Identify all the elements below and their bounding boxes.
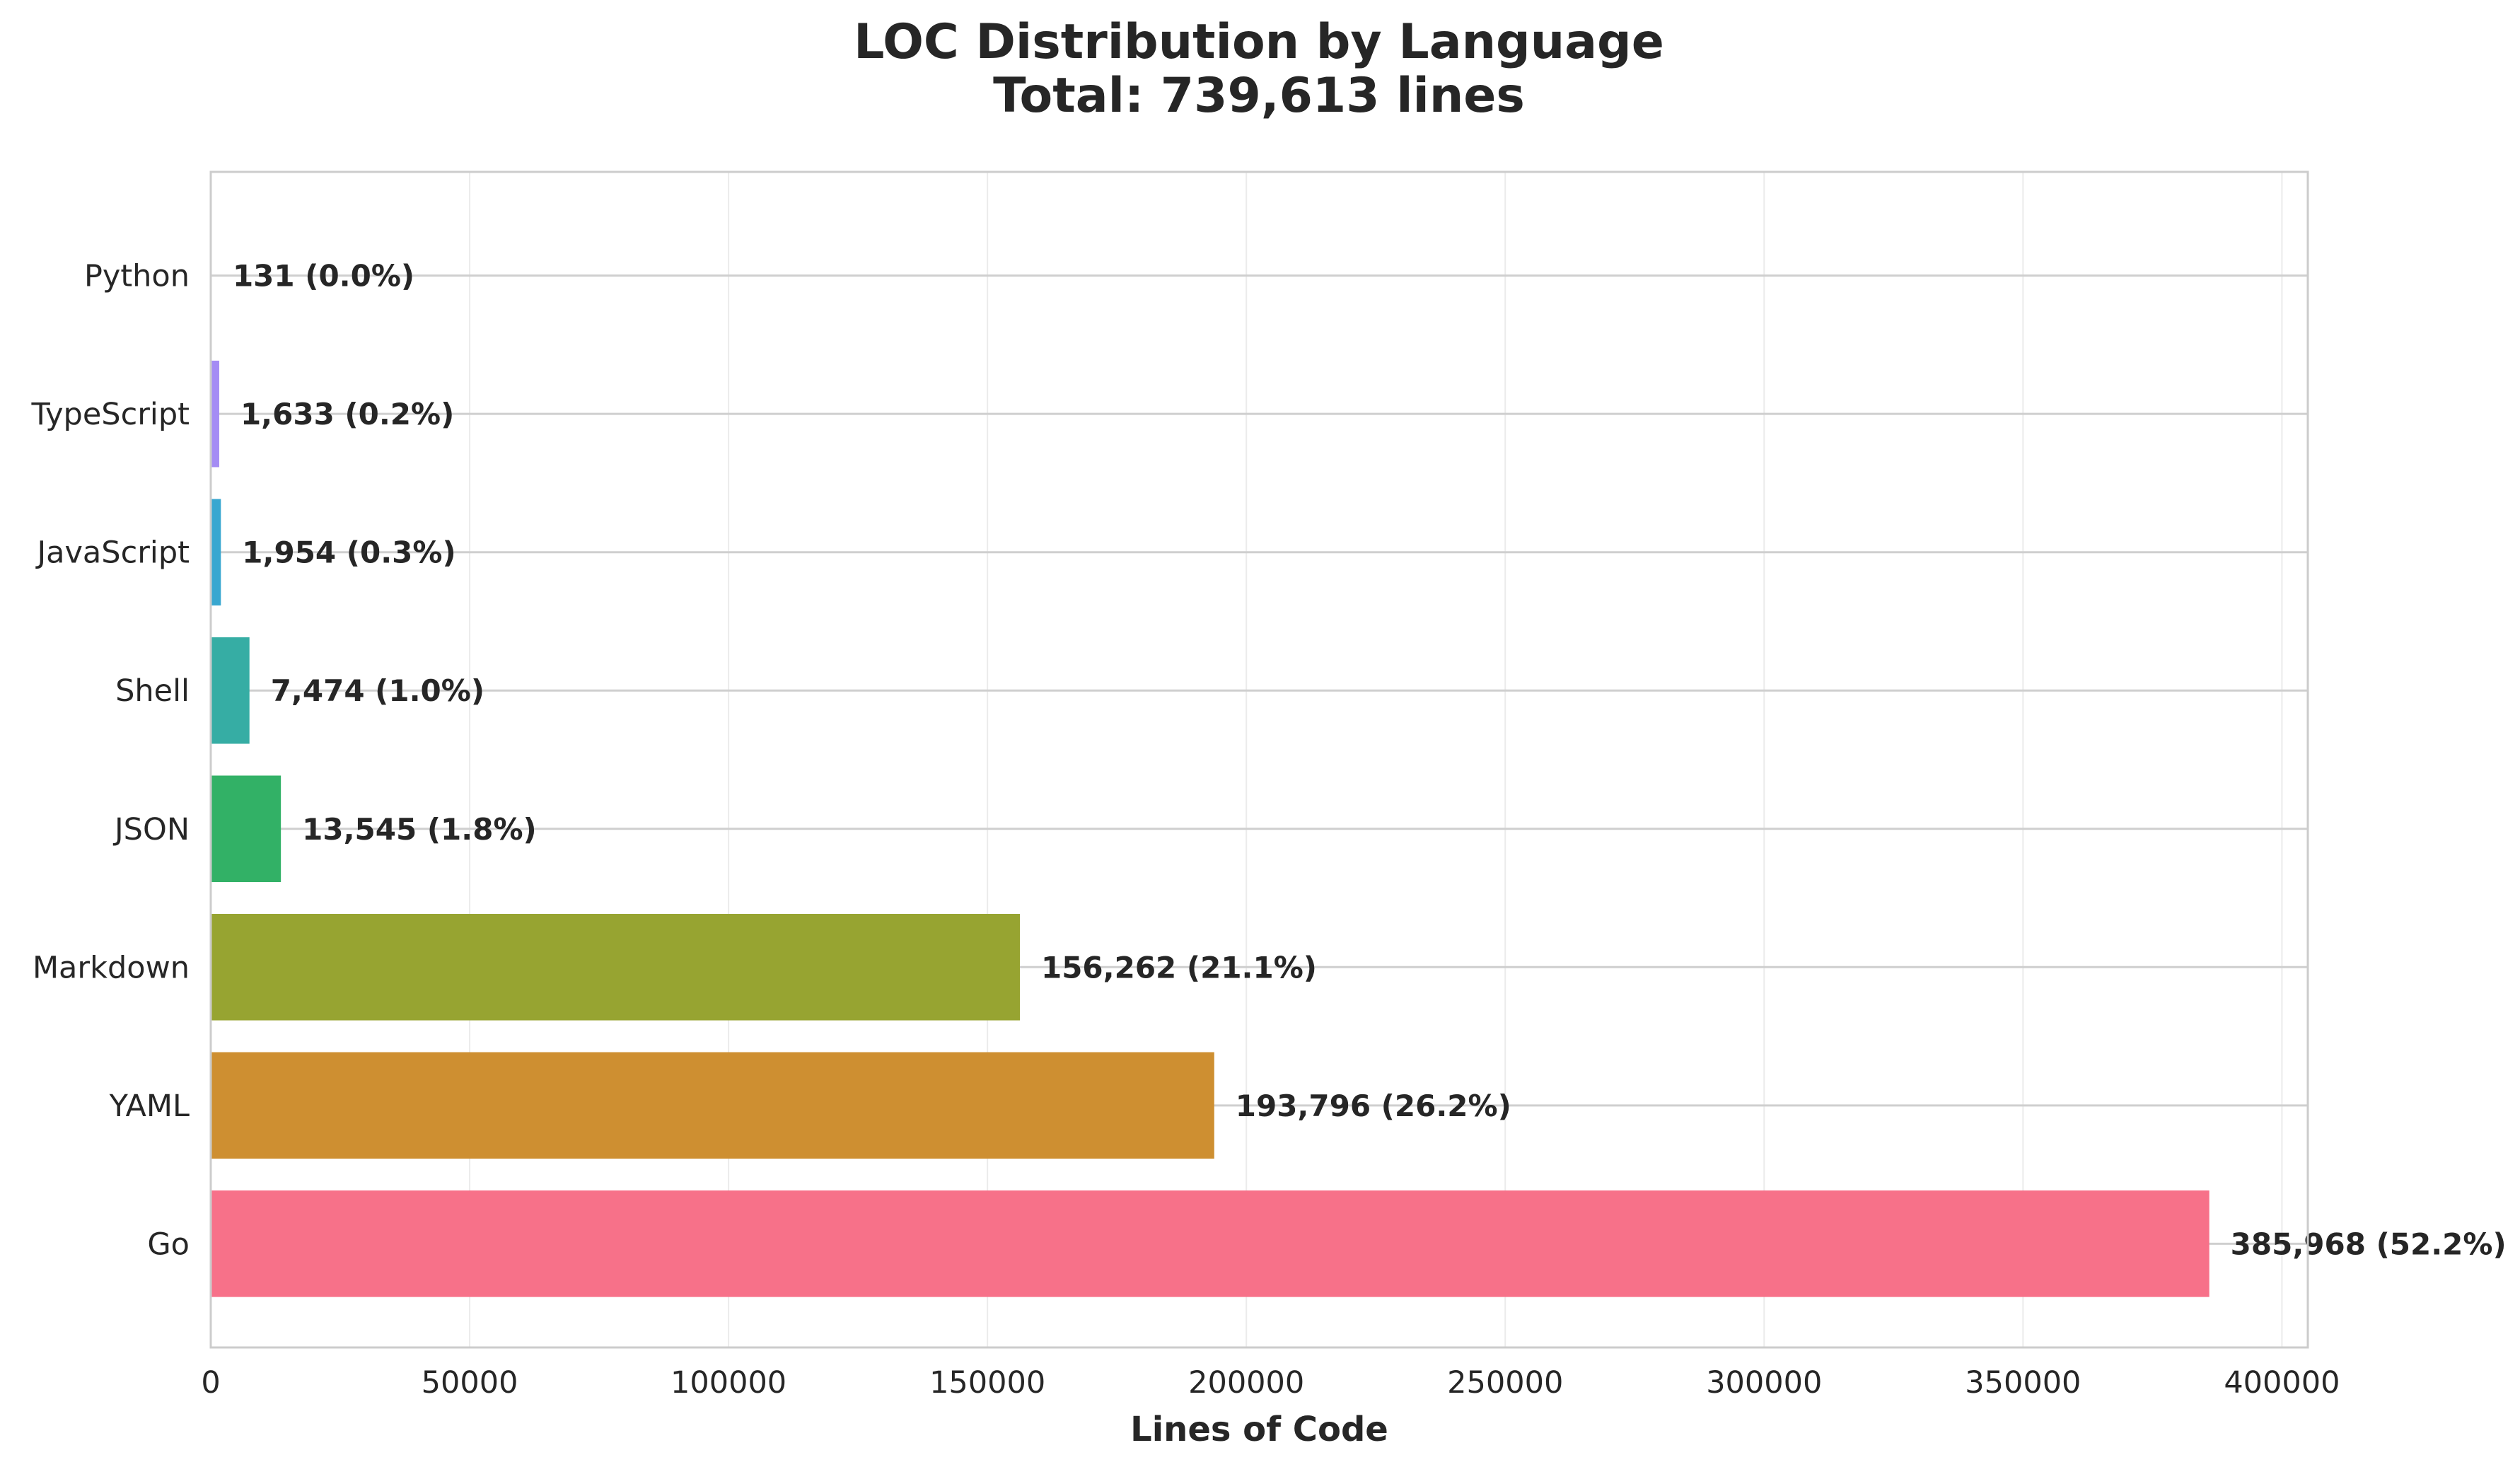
chart-subtitle: Total: 739,613 lines — [993, 68, 1525, 124]
bar-go — [211, 1190, 2210, 1297]
x-axis-label: Lines of Code — [1130, 1410, 1388, 1449]
bar-shell — [211, 637, 250, 744]
bar-yaml — [211, 1052, 1214, 1159]
y-tick-label: YAML — [109, 1089, 190, 1124]
bar-typescript — [211, 360, 219, 468]
data-label: 13,545 (1.8%) — [302, 812, 537, 847]
bars-layer — [211, 222, 2210, 1297]
data-label: 385,968 (52.2%) — [2231, 1227, 2507, 1261]
data-label: 1,954 (0.3%) — [242, 535, 455, 570]
y-tick-label: Python — [84, 259, 190, 294]
y-tick-label: JSON — [112, 812, 190, 847]
x-tick-label: 400000 — [2224, 1365, 2340, 1401]
y-tick-label: Shell — [115, 673, 190, 709]
plot-frame — [209, 170, 2309, 1349]
x-tick-label: 150000 — [929, 1365, 1045, 1401]
bar-javascript — [211, 499, 221, 605]
x-tick-label: 300000 — [1706, 1365, 1822, 1401]
labels-layer: 385,968 (52.2%) 193,796 (26.2%) 156,262 (2… — [233, 259, 2507, 1262]
data-label: 193,796 (26.2%) — [1236, 1089, 1511, 1123]
chart-title: LOC Distribution by Language — [854, 14, 1664, 70]
x-tick-label: 50000 — [422, 1365, 518, 1401]
bar-json — [211, 775, 281, 883]
y-tick-label: Markdown — [33, 950, 190, 985]
bar-markdown — [211, 914, 1020, 1021]
ticks-layer: 0 50000 100000 150000 200000 250000 300000 3500… — [31, 259, 2340, 1401]
x-tick-label: 0 — [201, 1365, 220, 1401]
y-tick-label: Go — [147, 1227, 190, 1262]
x-tick-label: 350000 — [1965, 1365, 2081, 1401]
x-tick-label: 250000 — [1447, 1365, 1563, 1401]
y-tick-label: JavaScript — [35, 535, 190, 571]
x-tick-label: 100000 — [670, 1365, 786, 1401]
data-label: 156,262 (21.1%) — [1041, 950, 1317, 985]
data-label: 7,474 (1.0%) — [271, 673, 484, 708]
data-label: 131 (0.0%) — [233, 259, 414, 294]
data-label: 1,633 (0.2%) — [240, 397, 454, 431]
y-tick-label: TypeScript — [31, 397, 190, 432]
x-tick-label: 200000 — [1188, 1365, 1304, 1401]
